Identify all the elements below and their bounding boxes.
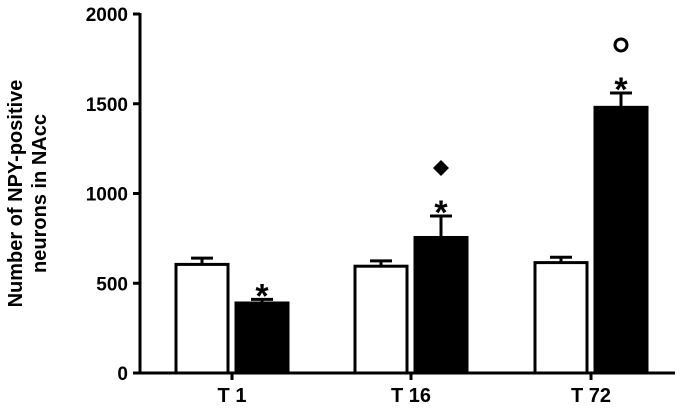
- y-tick-label: 1000: [86, 185, 128, 206]
- bar: [533, 261, 589, 375]
- bar: [593, 105, 649, 375]
- bar: [353, 264, 409, 375]
- x-tick-label: T 16: [391, 385, 431, 407]
- y-tick-label: 1500: [86, 95, 128, 116]
- bar: [234, 301, 290, 375]
- bars: [174, 91, 649, 375]
- x-tick-label: T 1: [218, 385, 247, 407]
- x-axis: T 1 T 16 T 72: [139, 371, 675, 407]
- y-tick-label: 500: [96, 274, 128, 295]
- y-tick-label: 2000: [86, 5, 128, 26]
- asterisk-marker: *: [614, 71, 628, 109]
- significance-markers: * * *: [255, 37, 629, 315]
- asterisk-marker: *: [255, 277, 269, 315]
- y-tick-label: 0: [117, 364, 128, 385]
- y-axis: 0 500 1000 1500 2000: [86, 5, 142, 385]
- bar: [174, 262, 230, 375]
- y-axis-label: Number of NPY-positive neurons in NAcc: [5, 80, 51, 308]
- bar: [413, 235, 469, 375]
- asterisk-marker: *: [434, 194, 448, 232]
- y-axis-title-line: Number of NPY-positive: [5, 80, 27, 308]
- circle-marker: [613, 37, 629, 53]
- y-axis-title-line: neurons in NAcc: [29, 114, 51, 273]
- diamond-marker: [433, 159, 449, 176]
- x-tick-label: T 72: [571, 385, 611, 407]
